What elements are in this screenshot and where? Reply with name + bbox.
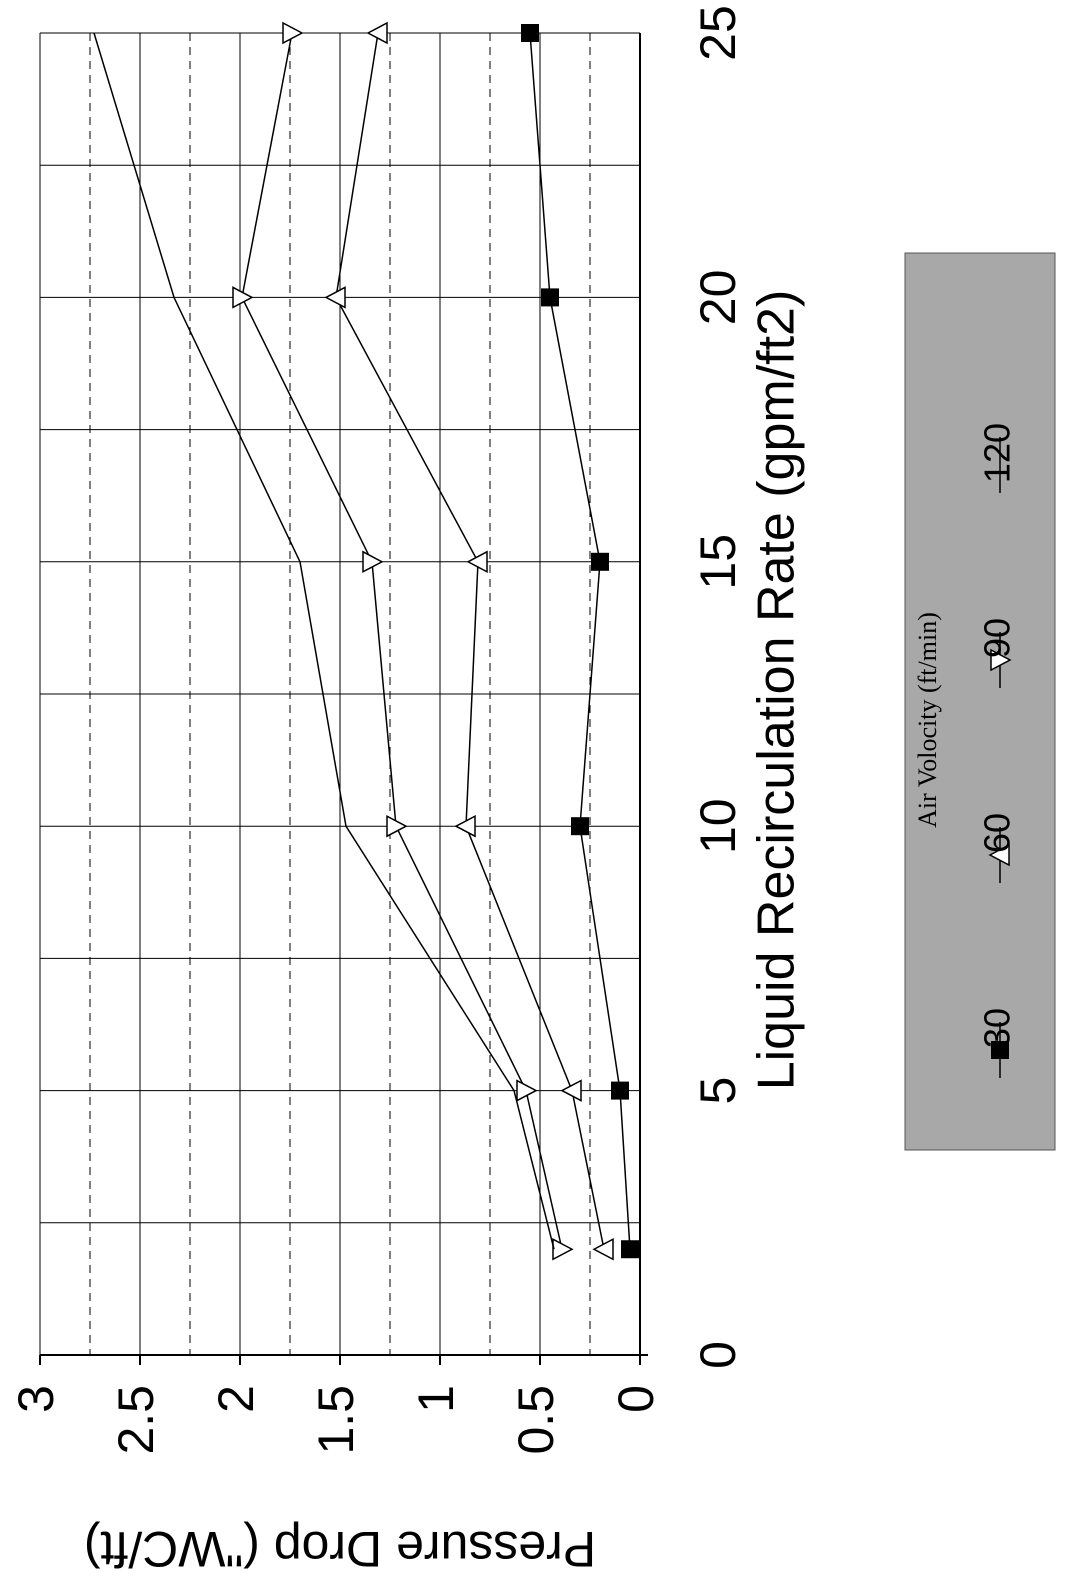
legend-marker [991,1041,1009,1059]
series-line [529,32,631,1250]
y-tick-label: 3 [8,1385,64,1413]
marker [571,817,589,836]
legend-label: 120 [977,423,1018,483]
marker [621,1240,639,1259]
marker [366,21,388,45]
legend-marker [988,843,1010,867]
y-tick-label: 1.5 [308,1385,364,1455]
x-tick-label: 0 [690,1341,746,1369]
legend-label: 90 [977,618,1018,658]
marker [282,21,304,45]
marker [232,286,254,309]
y-tick-label: 2 [208,1385,264,1413]
x-tick-label: 25 [690,5,746,61]
legend-title: Air Volocity (ft/min) [913,612,942,828]
y-tick-label: 1 [408,1385,464,1413]
series-line [335,32,605,1250]
x-tick-label: 10 [690,798,746,854]
marker [386,814,408,838]
series-line [241,32,563,1250]
y-tick-label: 2.5 [108,1385,164,1455]
marker [611,1081,629,1100]
x-tick-label: 20 [690,270,746,326]
series-line [93,32,555,1250]
marker [516,1079,538,1102]
marker [541,288,559,307]
marker [592,1237,614,1261]
legend-label: 60 [977,813,1018,853]
marker [591,552,609,571]
marker [324,286,346,309]
legend-marker [990,648,1012,672]
marker [521,24,539,42]
marker [454,814,476,838]
marker [560,1079,582,1102]
marker [552,1237,574,1261]
y-tick-label: 0 [608,1385,664,1413]
x-tick-label: 15 [690,534,746,590]
y-tick-label: 0.5 [508,1385,564,1455]
x-axis-title: Liquid Recirculation Rate (gpm/ft2) [748,290,806,1091]
legend-label: 30 [977,1008,1018,1048]
x-tick-label: 5 [690,1077,746,1105]
marker [466,550,488,574]
marker [362,550,384,574]
y-axis-title: Pressure Drop ("WC/ft) [84,1521,596,1577]
legend-box [904,252,1056,1151]
